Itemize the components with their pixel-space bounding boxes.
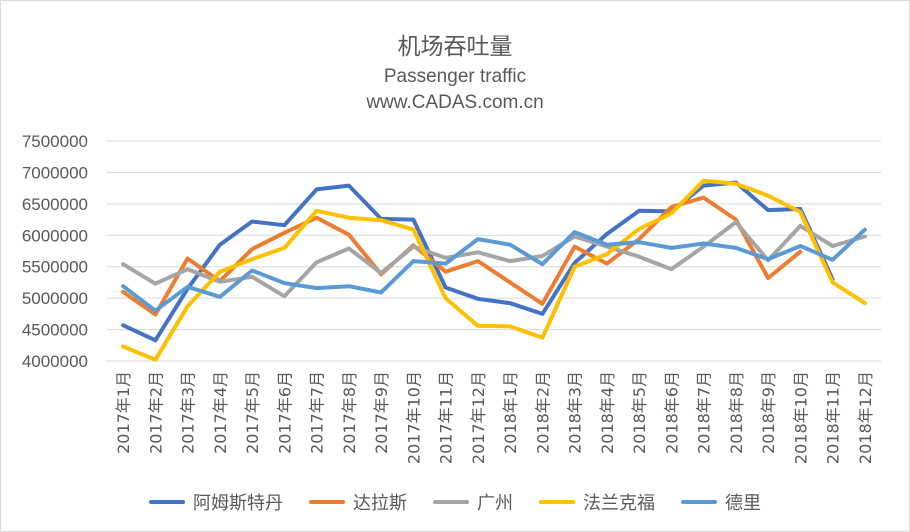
legend-label: 德里 xyxy=(725,493,761,514)
legend-swatch xyxy=(681,500,717,504)
legend-item-1: 达拉斯 xyxy=(309,489,407,515)
x-tick-label: 2018年2月 xyxy=(533,371,552,454)
x-tick-label: 2018年3月 xyxy=(566,371,585,454)
x-tick-label: 2018年12月 xyxy=(856,371,875,464)
x-tick-label: 2017年5月 xyxy=(243,371,262,454)
series-line-0 xyxy=(121,180,835,343)
x-tick-label: 2017年9月 xyxy=(372,371,391,454)
y-tick-label: 7500000 xyxy=(22,132,88,151)
x-tick-label: 2017年11月 xyxy=(437,371,456,464)
x-tick-label: 2018年1月 xyxy=(501,371,520,454)
x-tick-label: 2017年4月 xyxy=(211,371,230,454)
x-tick-label: 2017年10月 xyxy=(404,371,423,464)
series-line-3 xyxy=(121,178,867,362)
x-tick-label: 2017年2月 xyxy=(146,371,165,454)
y-tick-label: 4500000 xyxy=(22,321,88,340)
x-tick-label: 2017年7月 xyxy=(308,371,327,454)
legend-label: 达拉斯 xyxy=(353,493,407,514)
series-line-2 xyxy=(121,220,867,299)
x-tick-label: 2018年10月 xyxy=(791,371,810,464)
x-tick-label: 2018年11月 xyxy=(824,371,843,464)
legend-item-3: 法兰克福 xyxy=(539,489,655,515)
legend-label: 阿姆斯特丹 xyxy=(193,493,283,514)
y-tick-label: 4000000 xyxy=(22,352,88,371)
x-tick-label: 2018年5月 xyxy=(630,371,649,454)
legend-item-0: 阿姆斯特丹 xyxy=(149,489,283,515)
chart-source-url: www.CADAS.com.cn xyxy=(366,92,544,113)
legend: 阿姆斯特丹 达拉斯 广州 法兰克福 德里 xyxy=(1,489,909,515)
y-tick-label: 6500000 xyxy=(22,195,88,214)
series-lines xyxy=(121,178,867,362)
chart-title: 机场吞吐量 xyxy=(397,34,513,60)
series-line-4 xyxy=(121,227,867,313)
y-tick-label: 5000000 xyxy=(22,289,88,308)
legend-swatch xyxy=(433,500,469,504)
legend-swatch xyxy=(309,500,345,504)
x-tick-label: 2017年1月 xyxy=(114,371,133,454)
chart-subtitle: Passenger traffic xyxy=(383,66,527,87)
x-tick-label: 2017年12月 xyxy=(469,371,488,464)
x-tick-label: 2018年9月 xyxy=(759,371,778,454)
x-tick-label: 2017年3月 xyxy=(179,371,198,454)
gridlines xyxy=(107,140,881,362)
x-tick-label: 2018年8月 xyxy=(727,371,746,454)
legend-label: 广州 xyxy=(477,493,513,514)
x-tick-label: 2017年8月 xyxy=(340,371,359,454)
x-tick-label: 2018年7月 xyxy=(695,371,714,454)
y-tick-label: 7000000 xyxy=(22,163,88,182)
legend-swatch xyxy=(149,500,185,504)
legend-item-2: 广州 xyxy=(433,489,513,515)
legend-item-4: 德里 xyxy=(681,489,761,515)
x-tick-label: 2018年6月 xyxy=(662,371,681,454)
y-tick-label: 5500000 xyxy=(22,258,88,277)
x-tick-label: 2017年6月 xyxy=(275,371,294,454)
x-axis: 2017年1月 2017年2月 2017年3月 2017年4月 2017年5月 2017年… xyxy=(114,371,875,464)
legend-label: 法兰克福 xyxy=(583,493,655,514)
legend-swatch xyxy=(539,500,575,504)
x-tick-label: 2018年4月 xyxy=(598,371,617,454)
y-axis: 4000000 4500000 5000000 5500000 6000000 65000… xyxy=(22,132,88,371)
y-tick-label: 6000000 xyxy=(22,226,88,245)
